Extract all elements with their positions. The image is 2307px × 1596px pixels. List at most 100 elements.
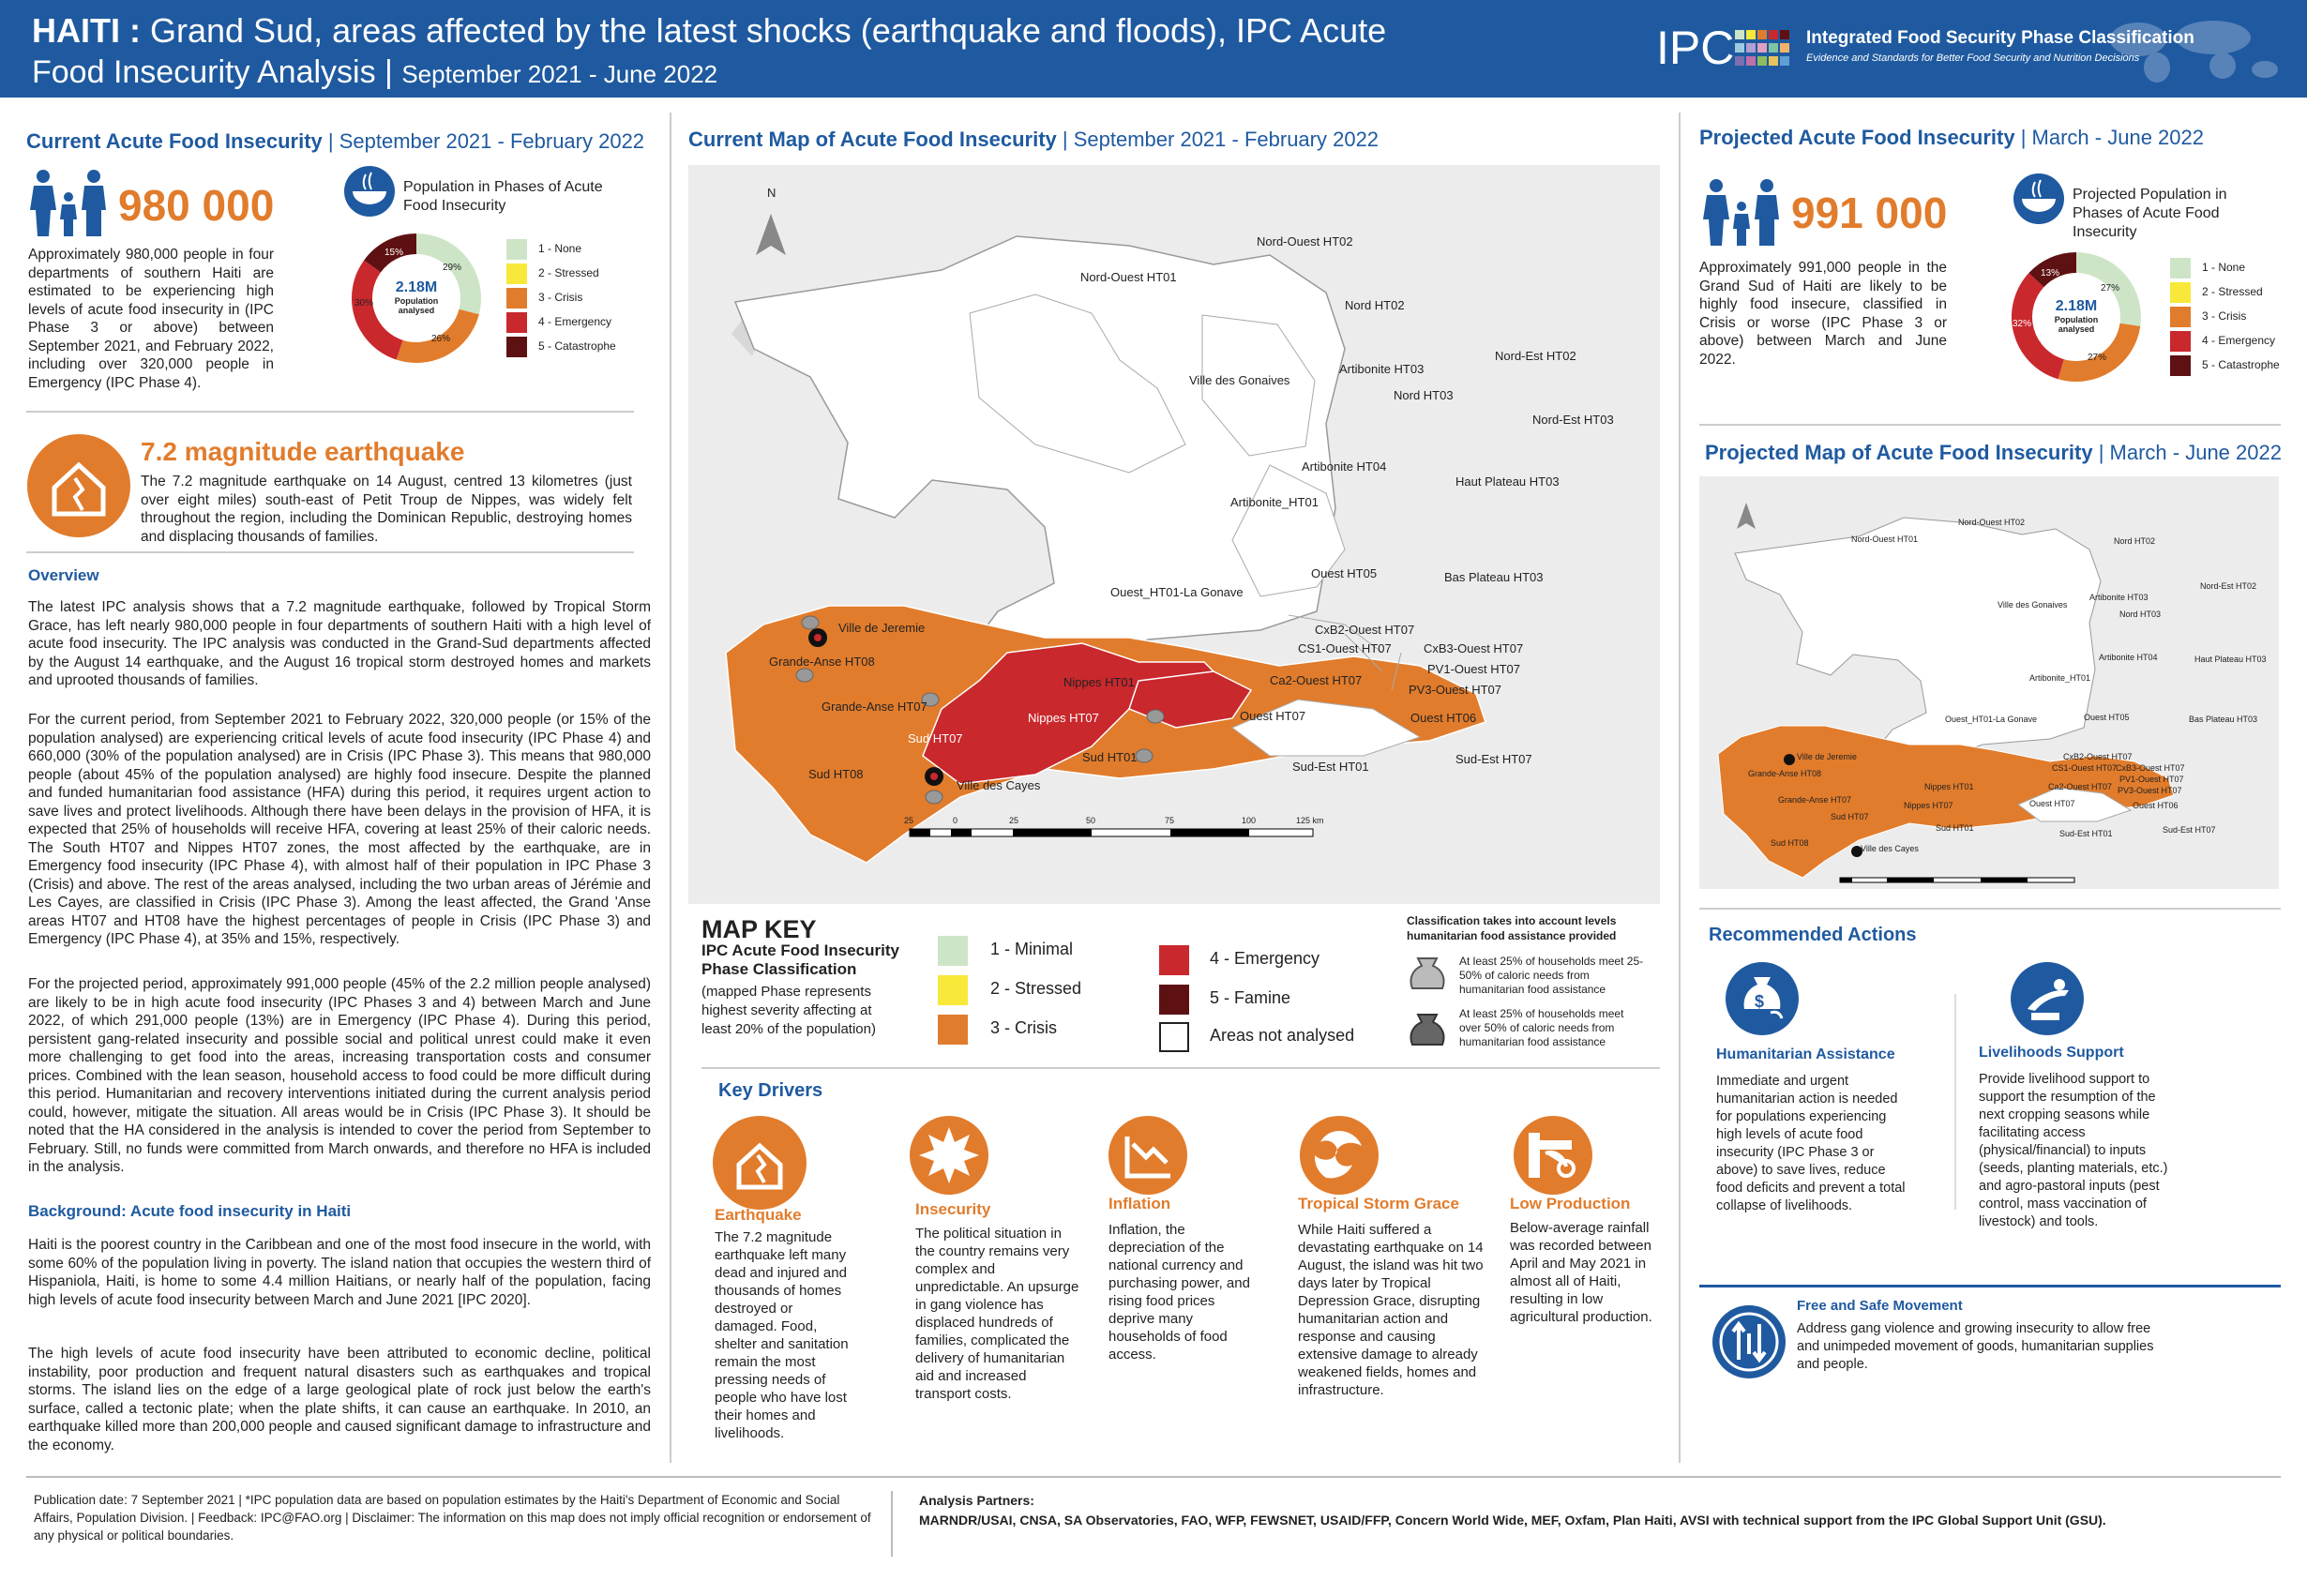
map-label: Artibonite_HT01: [2029, 673, 2091, 683]
map-label: Grande-Anse HT08: [1748, 769, 1822, 778]
svg-text:$: $: [1755, 992, 1764, 1011]
livelihoods-icon: [2011, 962, 2084, 1035]
map-label: CS1-Ouest HT07: [2052, 763, 2118, 773]
legend-swatch: [506, 238, 527, 260]
map-label: PV3-Ouest HT07: [2118, 786, 2182, 795]
overview-p2: For the current period, from September 2…: [28, 712, 651, 947]
money-bag-icon: $: [1726, 962, 1799, 1035]
earthquake-text: The 7.2 magnitude earthquake on 14 Augus…: [141, 474, 632, 545]
footer-divider: [26, 1476, 2281, 1478]
scale-label: 25: [1009, 816, 1019, 825]
divider: [1699, 424, 2281, 426]
current-donut-slice-5: [364, 233, 417, 273]
footer-publication: Publication date: 7 September 2021 | *IP…: [34, 1493, 871, 1543]
map-label: CxB2-Ouest HT07: [1315, 623, 1415, 637]
map-label: PV3-Ouest HT07: [1409, 683, 1501, 697]
projected-description: Approximately 991,000 people in the Gran…: [1699, 260, 1947, 368]
map-label: Artibonite HT04: [1302, 459, 1387, 474]
map-label: Nippes HT07: [1904, 801, 1953, 810]
scale-label: 125 km: [1296, 816, 1324, 825]
map-label: Sud HT01: [1082, 750, 1138, 764]
current-label-1: 29%: [443, 263, 462, 273]
map-label: Ouest HT06: [1410, 711, 1477, 725]
map-label: CxB3-Ouest HT07: [1424, 641, 1524, 655]
action-text-livelihoods: Provide livelihood support to support th…: [1979, 1072, 2168, 1229]
projected-heading: Projected Acute Food Insecurity | March …: [1699, 126, 2204, 149]
key-swatch-not-analysed: [1159, 1022, 1189, 1052]
legend-swatch: [506, 311, 527, 333]
map-label: Haut Plateau HT03: [2194, 655, 2267, 664]
storm-icon: [1300, 1116, 1379, 1195]
title-line-2: Food Insecurity Analysis | September 202…: [32, 54, 718, 90]
legend-swatch: [2170, 306, 2191, 327]
current-heading: Current Acute Food Insecurity | Septembe…: [26, 129, 645, 153]
driver-text-earthquake: The 7.2 magnitude earthquake left many d…: [715, 1229, 849, 1441]
map-label: Nippes HT01: [1063, 675, 1135, 689]
current-label-4: 15%: [384, 248, 404, 258]
map-label: Nord-Ouest HT01: [1080, 270, 1177, 284]
map-label: Ca2-Ouest HT07: [1270, 673, 1363, 687]
map-label: Ouest HT05: [1311, 566, 1378, 580]
map-label: Ouest HT06: [2133, 801, 2179, 810]
map-label: Ouest HT07: [2029, 799, 2075, 808]
food-sack-light-icon: [1410, 957, 1445, 989]
map-label: Ouest HT07: [1240, 709, 1306, 723]
divider: [1699, 908, 2281, 910]
ipc-logo: IPC: [1656, 22, 1735, 74]
overview-p3: For the projected period, approximately …: [28, 976, 651, 1175]
legend-swatch: [506, 263, 527, 284]
map-label: Ville de Jeremie: [1797, 752, 1857, 761]
map-label: CxB3-Ouest HT07: [2116, 763, 2185, 773]
current-label-2: 26%: [431, 334, 451, 344]
map-label: Bas Plateau HT03: [2189, 715, 2258, 724]
legend-row: 2 - Stressed: [2170, 279, 2280, 304]
current-donut-chart: [352, 233, 481, 363]
driver-title-production: Low Production: [1510, 1195, 1631, 1212]
key-drivers-heading: Key Drivers: [718, 1080, 823, 1101]
key-label: Areas not analysed: [1210, 1026, 1355, 1045]
legend-swatch: [2170, 354, 2191, 376]
legend-row: 5 - Catastrophe: [2170, 353, 2280, 377]
map-label: Ouest_HT01-La Gonave: [1110, 585, 1244, 599]
map-label: Nord-Ouest HT02: [1958, 518, 2026, 527]
map-key-title: MAP KEY: [701, 915, 817, 943]
current-donut-slice-1: [415, 233, 481, 315]
map-label: Sud HT01: [1936, 823, 1974, 833]
north-arrow-icon: N: [767, 186, 777, 200]
projected-label-4: 13%: [2041, 268, 2060, 279]
map-label: Nord-Est HT02: [1495, 349, 1576, 363]
scale-label: 100: [1242, 816, 1257, 825]
map-label: Ouest HT05: [2084, 713, 2130, 722]
legend-row: 1 - None: [2170, 255, 2280, 279]
background-heading: Background: Acute food insecurity in Hai…: [28, 1202, 352, 1220]
legend-swatch: [2170, 281, 2191, 303]
key-swatch-famine: [1159, 985, 1189, 1015]
explosion-icon: [910, 1116, 988, 1195]
driver-text-production: Below-average rainfall was recorded betw…: [1510, 1220, 1652, 1325]
driver-title-earthquake: Earthquake: [715, 1206, 802, 1224]
movement-arrows-icon: [1712, 1305, 1786, 1378]
projected-donut-slice-4: [2012, 273, 2065, 380]
scale-label: 50: [1086, 816, 1096, 825]
title-line-1: HAITI : Grand Sud, areas affected by the…: [32, 11, 1387, 50]
recommended-heading: Recommended Actions: [1709, 925, 1917, 945]
map-label: Sud HT08: [808, 767, 864, 781]
map-label: Nord HT02: [1345, 298, 1405, 312]
divider: [1699, 1285, 2281, 1287]
food-sack-dark-icon: [1410, 1014, 1445, 1046]
map-label: Sud HT07: [908, 731, 963, 745]
map-label: Nord-Est HT03: [1532, 413, 1614, 427]
map-label: Ville des Gonaives: [1189, 373, 1290, 387]
projected-label-2: 27%: [2088, 353, 2107, 363]
projected-pop-title: Projected Population in Phases of Acute …: [2073, 187, 2227, 240]
food-bowl-icon: [2013, 173, 2064, 224]
divider: [701, 1067, 1660, 1069]
map-label: Nord HT02: [2114, 536, 2156, 546]
key-label: 3 - Crisis: [990, 1018, 1057, 1037]
map-key-subtitle: IPC Acute Food Insecurity Phase Classifi…: [701, 941, 899, 978]
action-title-movement: Free and Safe Movement: [1797, 1298, 1963, 1314]
driver-title-insecurity: Insecurity: [915, 1200, 991, 1218]
current-donut-slice-3: [396, 309, 479, 363]
action-text-movement: Address gang violence and growing insecu…: [1797, 1321, 2154, 1372]
ipc-name: Integrated Food Security Phase Classific…: [1806, 28, 2194, 48]
